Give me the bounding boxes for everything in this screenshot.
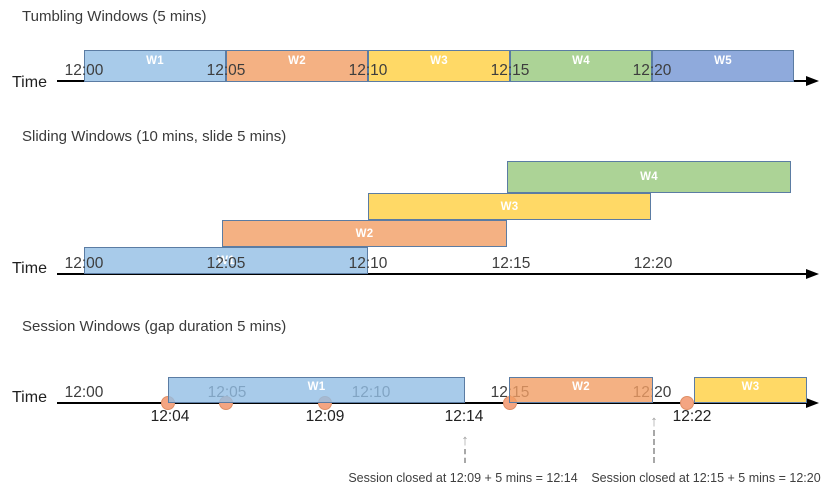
sliding-tick-1215: 12:15 [491,255,531,272]
window-label: W1 [217,254,235,267]
window-label: W1 [307,381,326,393]
window-label: W2 [288,55,306,67]
window-label: W1 [146,55,164,67]
up-arrow-icon: ↑ [650,413,658,430]
event-label-1222: 12:22 [672,408,712,425]
window-label: W4 [572,55,590,67]
dashed-callout-line [464,449,466,463]
sliding-window-w1: W1 [84,247,368,274]
tumbling-section-title: Tumbling Windows (5 mins) [22,8,207,26]
tumbling-window-w2: W2 [226,50,368,82]
tumbling-window-w4: W4 [510,50,652,82]
event-label-1204: 12:04 [150,408,190,425]
sliding-time-axis [57,273,808,275]
session-closed-note-2: Session closed at 12:15 + 5 mins = 12:20 [591,471,821,485]
tumbling-axis-arrowhead-icon [806,76,819,86]
tumbling-tick-1200: 12:00 [64,62,104,79]
sliding-window-w2: W2 [222,220,507,247]
section-title-text: Sliding Windows (10 mins, slide 5 mins) [22,128,287,145]
sliding-tick-1210: 12:10 [348,255,388,272]
tumbling-tick-1205: 12:05 [206,62,246,79]
sliding-section-title: Sliding Windows (10 mins, slide 5 mins) [22,128,286,146]
window-label: W3 [741,381,760,393]
sliding-window-w4: W4 [507,161,791,193]
tumbling-window-w1: W1 [84,50,226,82]
tumbling-time-label: Time [12,74,47,91]
tumbling-tick-1220: 12:20 [632,62,672,79]
up-arrow-icon: ↑ [461,432,469,449]
session-window-w2: W2 [509,377,653,403]
dashed-callout-line [653,430,655,463]
session-closed-note-1: Session closed at 12:09 + 5 mins = 12:14 [348,471,578,485]
session-tick-1200: 12:00 [64,384,104,401]
window-label: W3 [430,55,448,67]
window-label: W2 [355,227,374,240]
sliding-tick-1220: 12:20 [633,255,673,272]
window-label: W4 [640,171,658,183]
tumbling-tick-1215: 12:15 [490,62,530,79]
tumbling-window-w5: W5 [652,50,794,82]
session-time-label: Time [12,389,47,406]
sliding-tick-1205: 12:05 [206,255,246,272]
section-title-text: Tumbling Windows (5 mins) [22,8,207,25]
session-axis-arrowhead-icon [806,398,819,408]
window-label: W3 [500,200,519,213]
event-dot-1222 [680,396,694,410]
window-label: W2 [572,381,590,393]
sliding-window-w3: W3 [368,193,651,220]
session-time-axis [57,402,808,404]
event-label-1214: 12:14 [444,408,484,425]
event-label-1209: 12:09 [305,408,345,425]
sliding-time-label: Time [12,260,47,277]
session-window-w3: W3 [694,377,807,403]
session-window-w1: W1 [168,377,465,403]
sliding-axis-arrowhead-icon [806,269,819,279]
session-section-title: Session Windows (gap duration 5 mins) [22,318,286,336]
tumbling-window-w3: W3 [368,50,510,82]
window-label: W5 [714,55,732,67]
section-title-text: Session Windows (gap duration 5 mins) [22,318,287,335]
sliding-tick-1200: 12:00 [64,255,104,272]
tumbling-tick-1210: 12:10 [348,62,388,79]
